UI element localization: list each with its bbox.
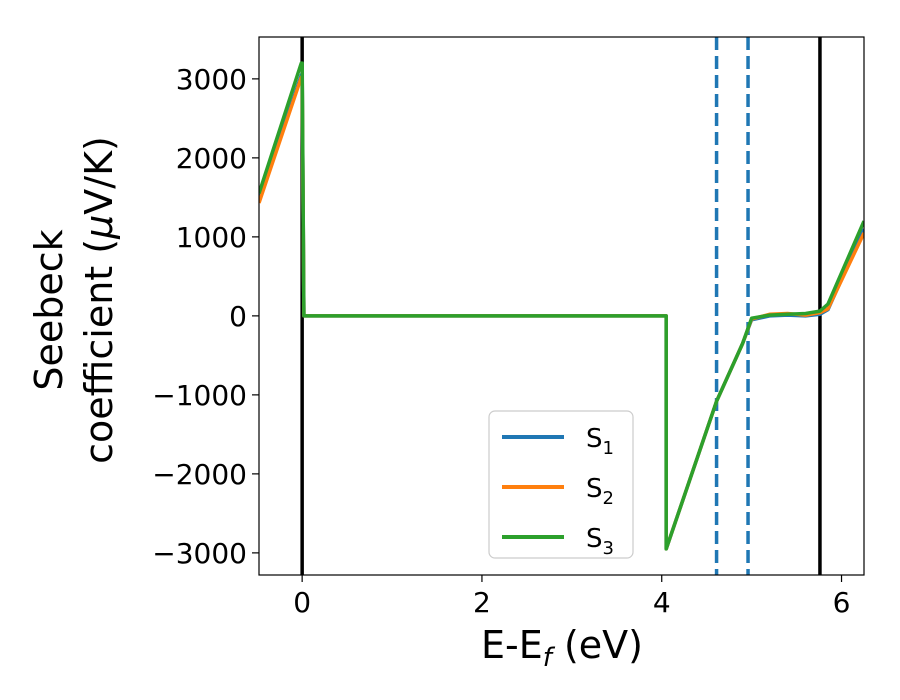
y-tick-label: −2000 xyxy=(152,458,247,491)
y-tick-label: −3000 xyxy=(152,537,247,570)
y-axis-title-mu: μ xyxy=(77,215,121,240)
legend: S1 S2 S3 xyxy=(488,410,634,559)
plot-frame xyxy=(258,36,865,576)
x-axis-title-main: E-E xyxy=(481,623,543,667)
legend-label-1: S1 xyxy=(586,424,614,459)
x-axis-title-unit: (eV) xyxy=(552,623,643,667)
x-axis-title: E-Ef (eV) xyxy=(481,623,643,673)
y-axis-title-line2-pre: coefficient ( xyxy=(77,239,121,464)
x-axis: 0 2 4 6 xyxy=(293,575,850,619)
x-tick-label: 6 xyxy=(833,586,851,619)
y-tick-label: 2000 xyxy=(176,142,247,175)
x-tick-label: 4 xyxy=(653,586,671,619)
y-tick-label: 0 xyxy=(229,300,247,333)
y-axis-title-line1: Seebeck xyxy=(27,229,71,390)
legend-box xyxy=(488,410,634,559)
y-axis: −3000 −2000 −1000 0 1000 2000 3000 xyxy=(152,63,259,570)
y-tick-label: 3000 xyxy=(176,63,247,96)
series-lines xyxy=(259,61,864,551)
series-line-3 xyxy=(259,61,864,551)
legend-label-3: S3 xyxy=(586,524,614,559)
y-tick-label: −1000 xyxy=(152,379,247,412)
y-tick-label: 1000 xyxy=(176,221,247,254)
y-axis-title-line2-post: V/K) xyxy=(77,136,121,215)
legend-label-2: S2 xyxy=(586,474,614,509)
x-tick-label: 0 xyxy=(293,586,311,619)
x-tick-label: 2 xyxy=(473,586,491,619)
y-axis-title-line2: coefficient (μV/K) xyxy=(77,136,121,464)
